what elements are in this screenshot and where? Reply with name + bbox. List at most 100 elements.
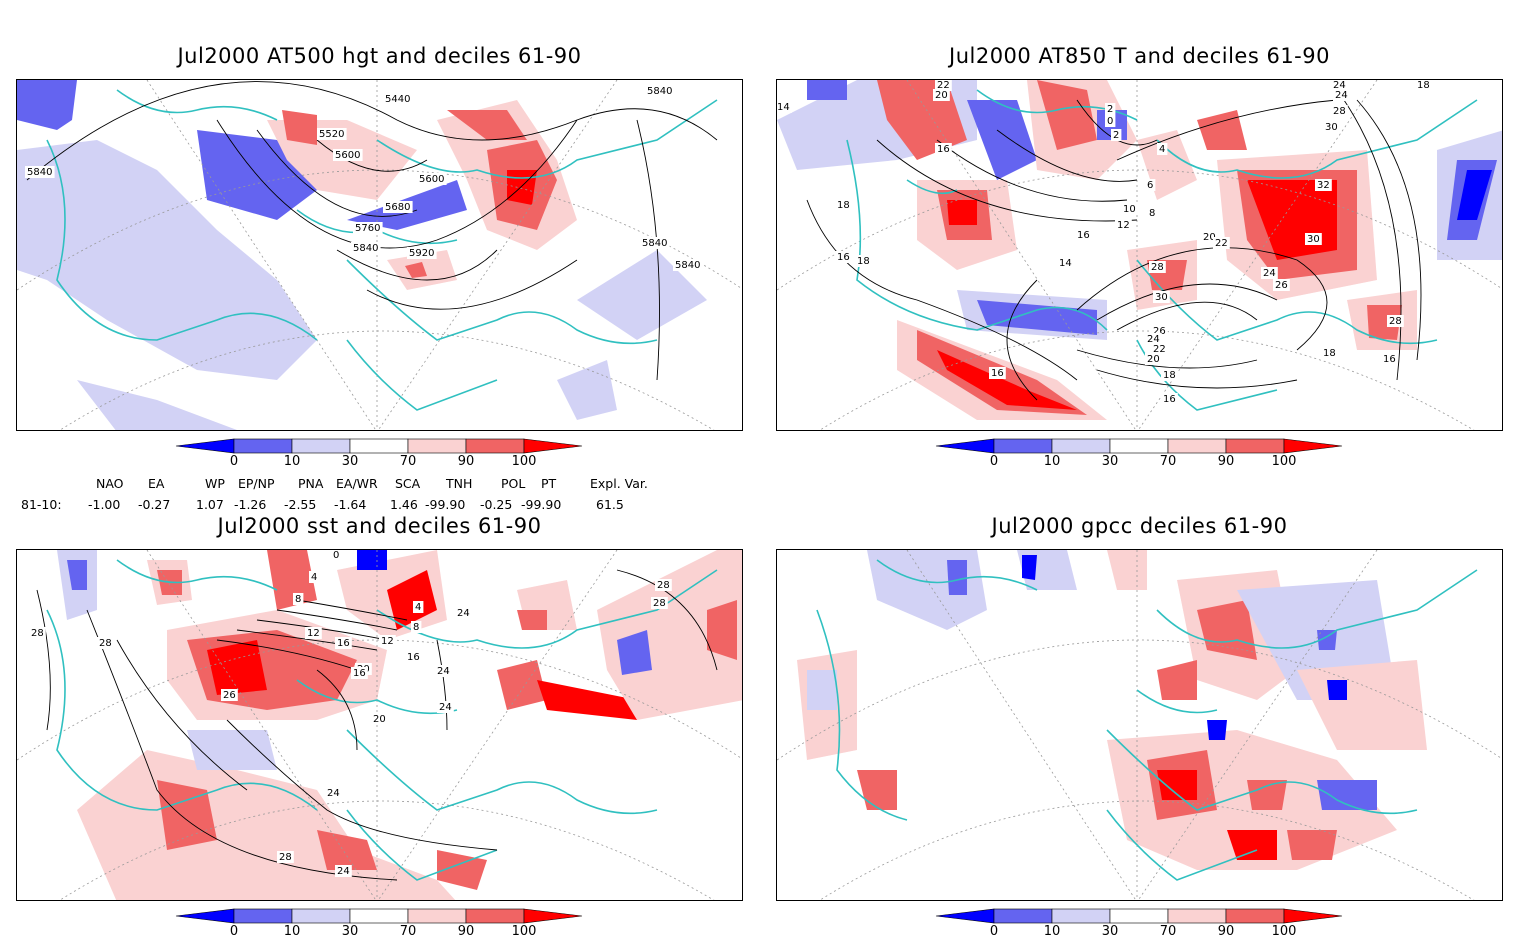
contour-label-bg xyxy=(1057,257,1074,269)
colorbar-tick: 70 xyxy=(399,454,417,469)
contour-label-bg xyxy=(379,635,396,647)
decile-shading xyxy=(777,80,1502,420)
contour-label: 24 xyxy=(1333,80,1346,91)
colorbar-tick: 70 xyxy=(1159,924,1177,939)
contour-label: 2 xyxy=(1107,104,1113,115)
contour-label-bg xyxy=(1213,237,1230,249)
contour-label-bg xyxy=(1115,219,1132,231)
contour-label-bg xyxy=(777,101,792,113)
contour-label-bg xyxy=(1387,315,1404,327)
contour-label-bg xyxy=(1105,115,1116,127)
contour-label-bg xyxy=(351,242,381,254)
index-value: -2.55 xyxy=(284,497,317,512)
colorbar-swatch xyxy=(935,908,995,924)
contour-label: 16 xyxy=(937,144,950,155)
contour-labels: 5440 5840 5520 5600 5600 5680 5760 5840 5920 5840… xyxy=(25,85,703,271)
contour-label: 8 xyxy=(295,594,301,605)
colorbar-swatch xyxy=(523,438,583,454)
contour-label: 4 xyxy=(1159,144,1165,155)
colorbar-swatch xyxy=(465,908,525,924)
colorbar-swatch xyxy=(1167,438,1227,454)
contour-label-bg xyxy=(935,143,952,155)
colorbar-swatch xyxy=(291,908,351,924)
colorbar-sst: 0 10 30 70 90 100 xyxy=(172,908,592,942)
contour-label: 24 xyxy=(327,788,340,799)
contour-label-bg xyxy=(293,593,304,605)
contour-label: 28 xyxy=(1389,316,1402,327)
contour-label: 24 xyxy=(437,666,450,677)
index-row-label: 81-10: xyxy=(21,497,62,512)
contour-label-bg xyxy=(1161,369,1178,381)
colorbar-tick: 100 xyxy=(511,924,537,939)
contour-label-bg xyxy=(1331,80,1348,91)
contour-label-bg xyxy=(413,601,424,613)
contour-label: 5440 xyxy=(385,94,410,105)
colorbar-swatch xyxy=(175,908,235,924)
coastlines xyxy=(816,559,1478,881)
contour-label-bg xyxy=(335,637,352,649)
index-value: -99.90 xyxy=(521,497,562,512)
contour-label: 28 xyxy=(1151,262,1164,273)
colorbar-gpcc: 0 10 30 70 90 100 xyxy=(932,908,1352,942)
colorbar-swatch xyxy=(1051,908,1111,924)
contour-label: 0 xyxy=(1107,116,1113,127)
colorbar-tick: 10 xyxy=(1043,924,1061,939)
colorbar-hgt: 0 10 30 70 90 100 xyxy=(172,438,592,472)
contour-label-bg xyxy=(417,173,447,185)
contour-label-bg xyxy=(325,787,342,799)
index-header: EA/WR xyxy=(336,476,378,491)
contour-label-bg xyxy=(405,651,422,663)
contour-label: 16 xyxy=(353,668,366,679)
contour-label-bg xyxy=(25,166,55,178)
contour-label: 14 xyxy=(777,102,790,113)
index-value: 1.46 xyxy=(390,497,418,512)
contour-label-bg xyxy=(1145,333,1162,345)
contour-label: 22 xyxy=(1215,238,1228,249)
colorbar-swatch xyxy=(233,438,293,454)
index-value: -1.00 xyxy=(88,497,121,512)
map-hgt-svg: 5440 5840 5520 5600 5600 5680 5760 5840 5920 5840… xyxy=(17,80,742,430)
index-header: SCA xyxy=(395,476,421,491)
contour-label: 4 xyxy=(415,602,421,613)
contour-label: 0 xyxy=(333,550,339,561)
colorbar-swatch xyxy=(349,908,409,924)
contour-label: 5680 xyxy=(385,202,410,213)
contour-label: 24 xyxy=(457,608,470,619)
contour-label: 4 xyxy=(311,572,317,583)
contour-label: 5760 xyxy=(355,223,380,234)
panel-title-sst: Jul2000 sst and deciles 61-90 xyxy=(217,514,542,538)
contour-label-bg xyxy=(835,251,852,263)
colorbar-t850: 0 10 30 70 90 100 xyxy=(932,438,1352,472)
decile-shading xyxy=(797,550,1427,870)
contour-label-bg xyxy=(1323,121,1340,133)
contour-label: 12 xyxy=(307,628,320,639)
contour-label: 20 xyxy=(1147,354,1160,365)
colorbar-tick: 90 xyxy=(457,924,475,939)
colorbar-tick: 0 xyxy=(229,454,239,469)
contour-label: 5840 xyxy=(675,260,700,271)
colorbar-tick: 30 xyxy=(341,454,359,469)
contour-label: 24 xyxy=(1335,90,1348,101)
colorbar-swatches xyxy=(175,908,583,924)
contour-label: 20 xyxy=(373,714,386,725)
contour-label-bg xyxy=(333,149,363,161)
colorbar-tick: 30 xyxy=(1101,924,1119,939)
contour-label-bg xyxy=(1381,353,1398,365)
contour-label-bg xyxy=(1261,267,1278,279)
contour-label-bg xyxy=(1145,179,1156,191)
contour-label-bg xyxy=(1105,103,1116,115)
colorbar-swatch xyxy=(175,438,235,454)
contour-label-bg xyxy=(1305,233,1322,245)
contour-label-bg xyxy=(1149,261,1166,273)
coastlines xyxy=(46,89,718,411)
contour-label: 28 xyxy=(279,852,292,863)
contour-label: 12 xyxy=(1117,220,1130,231)
grid-lines xyxy=(17,80,742,430)
contour-labels: 0481216202424262828282428242016128416242… xyxy=(29,550,672,877)
contour-label-bg xyxy=(1111,129,1122,141)
contour-label: 18 xyxy=(837,200,850,211)
index-value: 61.5 xyxy=(596,497,624,512)
contour-label: 28 xyxy=(99,638,112,649)
contour-label: 6 xyxy=(1147,180,1153,191)
